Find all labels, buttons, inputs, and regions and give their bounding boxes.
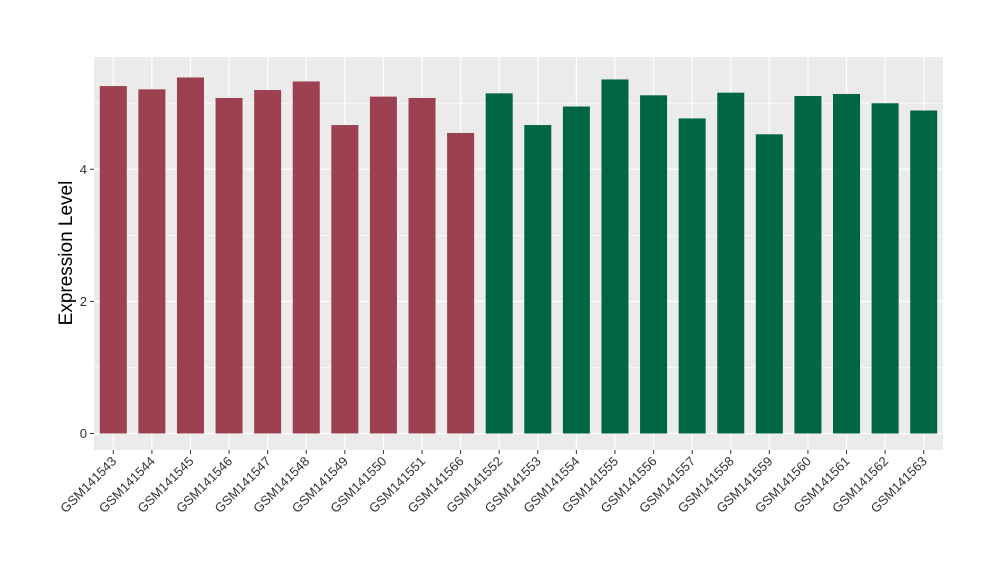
y-tick-label: 0 <box>80 426 87 441</box>
bar-GSM141563 <box>910 110 938 434</box>
bar-GSM141566 <box>447 132 475 434</box>
bar-GSM141551 <box>408 97 436 434</box>
bar-GSM141557 <box>678 118 706 434</box>
bar-GSM141553 <box>524 125 552 434</box>
bar-GSM141548 <box>292 81 320 434</box>
bar-GSM141559 <box>755 134 783 434</box>
y-tick-label: 2 <box>80 294 87 309</box>
y-axis-title: Expression Level <box>56 181 77 326</box>
bar-GSM141552 <box>485 93 513 434</box>
bar-GSM141544 <box>138 89 166 434</box>
bar-GSM141547 <box>254 90 282 434</box>
bar-GSM141555 <box>601 79 629 434</box>
bars <box>99 77 938 434</box>
y-tick-label: 4 <box>80 162 87 177</box>
bar-GSM141549 <box>331 125 359 434</box>
bar-GSM141545 <box>176 77 204 434</box>
bar-GSM141546 <box>215 97 243 434</box>
bar-GSM141556 <box>640 95 668 434</box>
bar-GSM141554 <box>562 106 590 434</box>
bar-GSM141562 <box>871 103 899 434</box>
bar-GSM141560 <box>794 95 822 434</box>
x-axis: GSM141543GSM141544GSM141545GSM141546GSM1… <box>57 450 930 516</box>
bar-GSM141561 <box>833 93 861 434</box>
bar-GSM141558 <box>717 92 745 434</box>
bar-GSM141543 <box>99 86 127 434</box>
y-axis: 0 2 4 <box>80 162 94 441</box>
bar-GSM141550 <box>369 96 397 434</box>
